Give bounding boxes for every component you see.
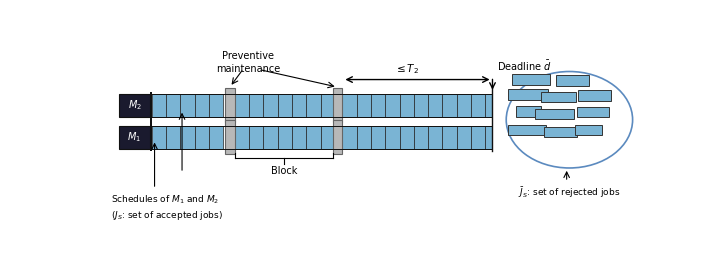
FancyBboxPatch shape bbox=[278, 126, 292, 149]
FancyBboxPatch shape bbox=[249, 94, 263, 117]
FancyBboxPatch shape bbox=[152, 126, 166, 149]
FancyBboxPatch shape bbox=[576, 124, 602, 135]
FancyBboxPatch shape bbox=[486, 126, 493, 149]
FancyBboxPatch shape bbox=[471, 126, 486, 149]
FancyBboxPatch shape bbox=[442, 126, 457, 149]
FancyBboxPatch shape bbox=[414, 94, 428, 117]
FancyBboxPatch shape bbox=[371, 94, 386, 117]
FancyBboxPatch shape bbox=[195, 94, 209, 117]
Text: $\leq T_2$: $\leq T_2$ bbox=[394, 62, 419, 76]
FancyBboxPatch shape bbox=[540, 92, 576, 103]
FancyBboxPatch shape bbox=[166, 126, 180, 149]
FancyBboxPatch shape bbox=[516, 106, 540, 117]
FancyBboxPatch shape bbox=[235, 126, 249, 149]
FancyBboxPatch shape bbox=[119, 126, 150, 149]
FancyBboxPatch shape bbox=[442, 94, 457, 117]
FancyBboxPatch shape bbox=[342, 126, 357, 149]
FancyBboxPatch shape bbox=[150, 92, 152, 151]
FancyBboxPatch shape bbox=[333, 120, 342, 155]
FancyBboxPatch shape bbox=[306, 126, 320, 149]
FancyBboxPatch shape bbox=[357, 126, 371, 149]
FancyBboxPatch shape bbox=[577, 107, 609, 117]
Text: $M_2$: $M_2$ bbox=[128, 98, 142, 112]
FancyBboxPatch shape bbox=[457, 126, 471, 149]
Text: Block: Block bbox=[271, 166, 297, 176]
FancyBboxPatch shape bbox=[508, 124, 546, 135]
FancyBboxPatch shape bbox=[180, 126, 195, 149]
FancyBboxPatch shape bbox=[333, 88, 342, 122]
Text: $\bar{J}_S$: set of rejected jobs: $\bar{J}_S$: set of rejected jobs bbox=[518, 185, 620, 200]
FancyBboxPatch shape bbox=[544, 127, 576, 137]
FancyBboxPatch shape bbox=[209, 126, 223, 149]
FancyBboxPatch shape bbox=[486, 94, 493, 117]
FancyBboxPatch shape bbox=[225, 120, 235, 155]
Text: Deadline $\bar{d}$: Deadline $\bar{d}$ bbox=[497, 58, 552, 73]
FancyBboxPatch shape bbox=[414, 126, 428, 149]
FancyBboxPatch shape bbox=[342, 94, 357, 117]
FancyBboxPatch shape bbox=[386, 94, 400, 117]
FancyBboxPatch shape bbox=[225, 88, 235, 122]
FancyBboxPatch shape bbox=[119, 94, 150, 117]
FancyBboxPatch shape bbox=[263, 126, 278, 149]
FancyBboxPatch shape bbox=[357, 94, 371, 117]
FancyBboxPatch shape bbox=[535, 109, 574, 119]
FancyBboxPatch shape bbox=[152, 94, 166, 117]
FancyBboxPatch shape bbox=[371, 126, 386, 149]
FancyBboxPatch shape bbox=[556, 75, 588, 86]
FancyBboxPatch shape bbox=[428, 94, 442, 117]
FancyBboxPatch shape bbox=[180, 94, 195, 117]
FancyBboxPatch shape bbox=[292, 94, 306, 117]
Text: Preventive
maintenance: Preventive maintenance bbox=[216, 51, 280, 74]
FancyBboxPatch shape bbox=[306, 94, 320, 117]
FancyBboxPatch shape bbox=[320, 126, 333, 149]
FancyBboxPatch shape bbox=[457, 94, 471, 117]
Text: Schedules of $M_1$ and $M_2$
($J_S$: set of accepted jobs): Schedules of $M_1$ and $M_2$ ($J_S$: set… bbox=[111, 193, 223, 222]
FancyBboxPatch shape bbox=[471, 94, 486, 117]
FancyBboxPatch shape bbox=[249, 126, 263, 149]
FancyBboxPatch shape bbox=[235, 94, 249, 117]
FancyBboxPatch shape bbox=[508, 90, 548, 100]
FancyBboxPatch shape bbox=[578, 90, 610, 101]
FancyBboxPatch shape bbox=[209, 94, 223, 117]
FancyBboxPatch shape bbox=[400, 126, 414, 149]
FancyBboxPatch shape bbox=[428, 126, 442, 149]
FancyBboxPatch shape bbox=[400, 94, 414, 117]
FancyBboxPatch shape bbox=[386, 126, 400, 149]
FancyBboxPatch shape bbox=[278, 94, 292, 117]
FancyBboxPatch shape bbox=[513, 74, 549, 85]
Text: $M_1$: $M_1$ bbox=[128, 130, 142, 144]
FancyBboxPatch shape bbox=[166, 94, 180, 117]
FancyBboxPatch shape bbox=[263, 94, 278, 117]
FancyBboxPatch shape bbox=[195, 126, 209, 149]
FancyBboxPatch shape bbox=[320, 94, 333, 117]
FancyBboxPatch shape bbox=[292, 126, 306, 149]
